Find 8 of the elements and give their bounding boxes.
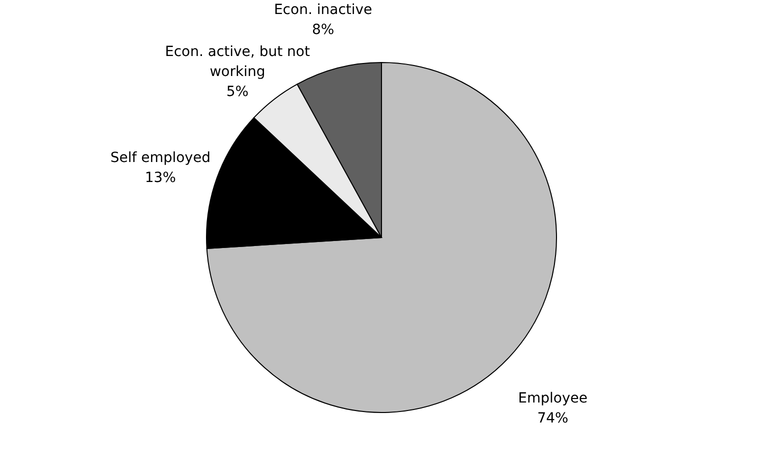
- data-label: 13%: [144, 170, 176, 186]
- slice-label: Employee: [518, 390, 588, 406]
- data-label: 74%: [537, 410, 568, 426]
- slice-label: Self employed: [110, 150, 210, 166]
- data-label: 8%: [312, 22, 334, 38]
- slice-label: Econ. inactive: [274, 2, 372, 18]
- slice-label: Econ. active, but not working: [164, 44, 310, 80]
- data-label: 5%: [226, 84, 249, 100]
